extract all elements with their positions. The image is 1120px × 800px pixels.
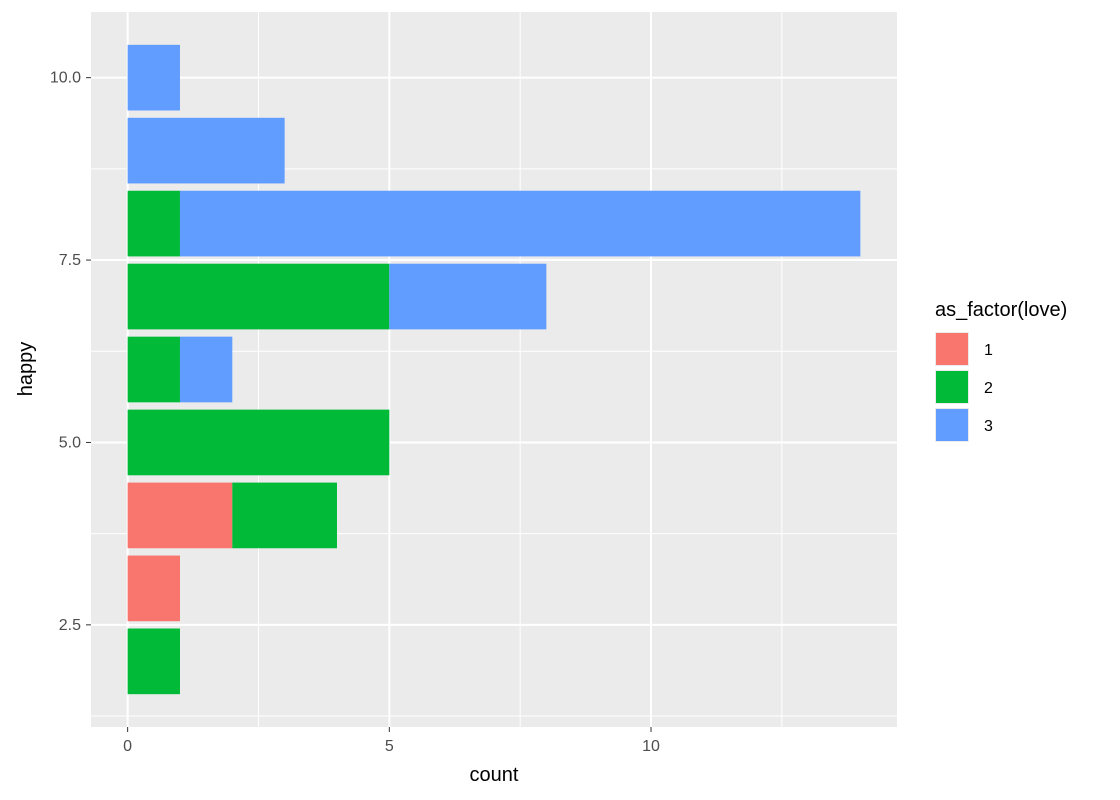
bar-segment [127, 117, 285, 184]
x-tick-label: 10 [642, 738, 660, 755]
legend-key-swatch [936, 333, 968, 365]
legend-label: 3 [984, 418, 993, 435]
y-axis-title: happy [15, 342, 37, 397]
bar-segment [389, 263, 547, 330]
x-axis-title: count [470, 764, 519, 786]
x-tick-label: 0 [123, 738, 132, 755]
bar-segment [232, 482, 337, 549]
bar-segment [127, 555, 180, 622]
legend-label: 1 [984, 342, 993, 359]
bar-segment [127, 409, 390, 476]
bar-segment [127, 336, 180, 403]
legend-title: as_factor(love) [935, 299, 1067, 321]
y-tick-label: 2.5 [59, 617, 81, 634]
axes: 0 5 10 2.5 5.0 7.5 10.0 [50, 70, 660, 755]
bar-segment [179, 190, 861, 257]
x-tick-label: 5 [385, 738, 394, 755]
bar-segment [127, 482, 233, 549]
y-tick-label: 5.0 [59, 434, 81, 451]
legend-label: 2 [984, 380, 993, 397]
y-tick-label: 10.0 [50, 70, 81, 87]
bar-segment [127, 263, 390, 330]
bars [127, 44, 861, 695]
y-tick-label: 7.5 [59, 252, 81, 269]
bar-segment [127, 628, 180, 695]
bar-segment [127, 190, 180, 257]
bar-segment [127, 44, 180, 111]
bar-segment [179, 336, 233, 403]
legend: as_factor(love) 1 2 3 [935, 299, 1067, 442]
legend-key-swatch [936, 409, 968, 441]
legend-key-swatch [936, 371, 968, 403]
